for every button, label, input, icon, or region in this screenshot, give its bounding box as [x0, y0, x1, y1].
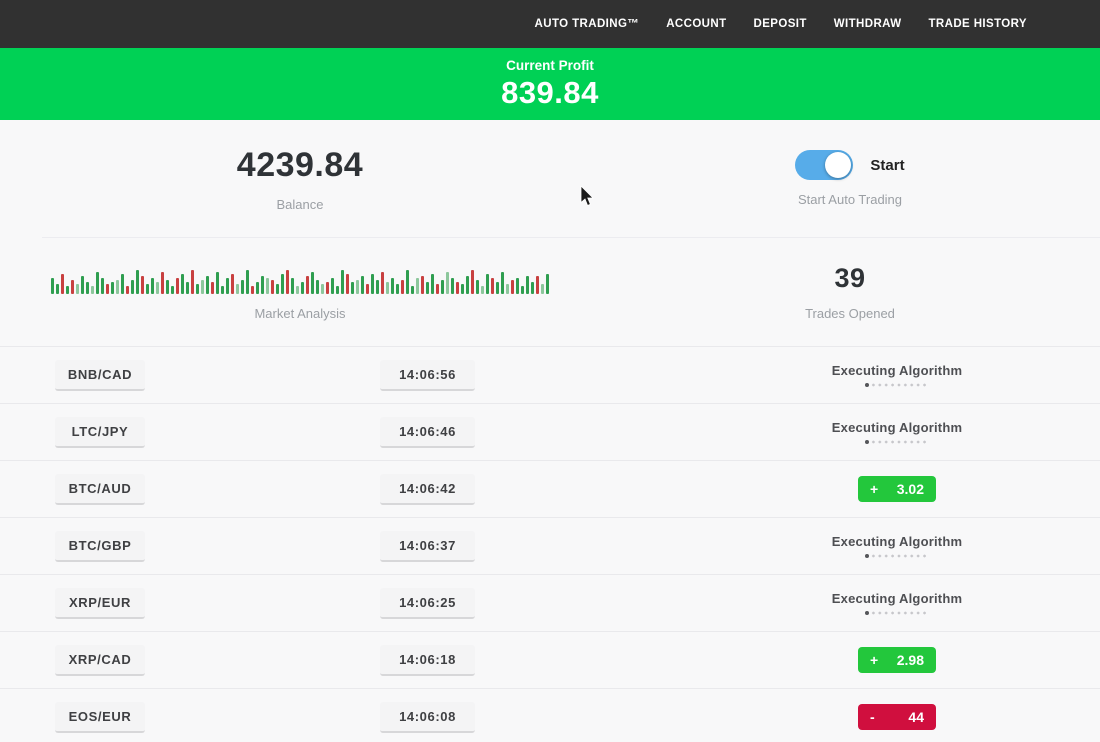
- balance-block: 4239.84 Balance: [0, 120, 600, 237]
- current-profit-banner: Current Profit 839.84: [0, 48, 1100, 120]
- trades-opened-value: 39: [834, 263, 866, 293]
- pair-chip: BNB/CAD: [55, 359, 145, 391]
- executing-label: Executing Algorithm: [831, 534, 963, 549]
- progress-dots-icon: [865, 611, 929, 615]
- auto-trading-block: Start Start Auto Trading: [600, 120, 1100, 237]
- toggle-knob: [825, 152, 852, 178]
- progress-dots-icon: [865, 554, 929, 558]
- loss-badge: -44: [858, 704, 936, 730]
- balance-value: 4239.84: [236, 145, 364, 184]
- trade-status: -44: [817, 704, 977, 730]
- market-analysis-label: Market Analysis: [254, 305, 346, 321]
- trade-row: BNB/CAD 14:06:56 Executing Algorithm: [0, 347, 1100, 404]
- trade-status: Executing Algorithm: [817, 420, 977, 444]
- profit-badge: +2.98: [858, 647, 936, 673]
- progress-dots-icon: [865, 383, 929, 387]
- pair-chip: LTC/JPY: [55, 416, 145, 448]
- trade-row: EOS/EUR 14:06:08 -44: [0, 689, 1100, 742]
- pair-chip: XRP/CAD: [55, 644, 145, 676]
- nav-item-deposit[interactable]: DEPOSIT: [753, 18, 807, 30]
- trade-row: LTC/JPY 14:06:46 Executing Algorithm: [0, 404, 1100, 461]
- section-divider: [42, 237, 1100, 238]
- executing-label: Executing Algorithm: [831, 420, 963, 435]
- time-chip: 14:06:25: [380, 587, 475, 619]
- auto-trading-label: Start Auto Trading: [797, 192, 903, 207]
- progress-dots-icon: [865, 440, 929, 444]
- trade-status: Executing Algorithm: [817, 591, 977, 615]
- balance-label: Balance: [276, 196, 324, 212]
- current-profit-value: 839.84: [501, 74, 599, 110]
- pair-chip: EOS/EUR: [55, 701, 145, 733]
- pair-chip: BTC/GBP: [55, 530, 145, 562]
- trades-table: BNB/CAD 14:06:56 Executing Algorithm LTC…: [0, 346, 1100, 742]
- nav-item-auto-trading[interactable]: AUTO TRADING™: [534, 18, 640, 30]
- top-nav: AUTO TRADING™ ACCOUNT DEPOSIT WITHDRAW T…: [0, 0, 1100, 48]
- executing-label: Executing Algorithm: [831, 591, 963, 606]
- nav-item-withdraw[interactable]: WITHDRAW: [833, 18, 902, 30]
- current-profit-label: Current Profit: [506, 57, 594, 73]
- market-analysis-chart: [51, 264, 549, 294]
- trade-status: Executing Algorithm: [817, 363, 977, 387]
- trade-status: Executing Algorithm: [817, 534, 977, 558]
- trade-row: BTC/GBP 14:06:37 Executing Algorithm: [0, 518, 1100, 575]
- trades-opened-block: 39 Trades Opened: [600, 238, 1100, 346]
- trade-row: BTC/AUD 14:06:42 +3.02: [0, 461, 1100, 518]
- stats-row-market: Market Analysis 39 Trades Opened: [0, 238, 1100, 346]
- toggle-label: Start: [870, 156, 905, 174]
- time-chip: 14:06:18: [380, 644, 475, 676]
- time-chip: 14:06:42: [380, 473, 475, 505]
- trade-row: XRP/CAD 14:06:18 +2.98: [0, 632, 1100, 689]
- executing-label: Executing Algorithm: [831, 363, 963, 378]
- trade-row: XRP/EUR 14:06:25 Executing Algorithm: [0, 575, 1100, 632]
- time-chip: 14:06:56: [380, 359, 475, 391]
- pair-chip: BTC/AUD: [55, 473, 145, 505]
- time-chip: 14:06:37: [380, 530, 475, 562]
- stats-row-balance: 4239.84 Balance Start Start Auto Trading: [0, 120, 1100, 237]
- profit-badge: +3.02: [858, 476, 936, 502]
- trade-status: +3.02: [817, 476, 977, 502]
- time-chip: 14:06:46: [380, 416, 475, 448]
- market-analysis-block: Market Analysis: [0, 238, 600, 346]
- pair-chip: XRP/EUR: [55, 587, 145, 619]
- time-chip: 14:06:08: [380, 701, 475, 733]
- trade-status: +2.98: [817, 647, 977, 673]
- trades-opened-label: Trades Opened: [805, 306, 895, 321]
- nav-item-account[interactable]: ACCOUNT: [666, 18, 727, 30]
- auto-trading-toggle[interactable]: [795, 150, 854, 180]
- nav-item-trade-history[interactable]: TRADE HISTORY: [928, 18, 1027, 30]
